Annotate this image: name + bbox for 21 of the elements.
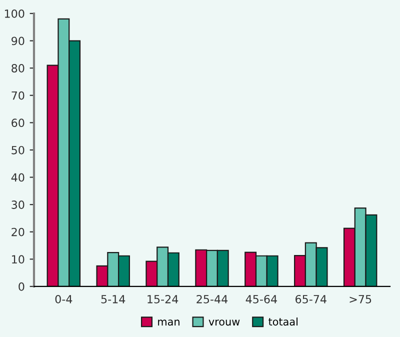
y-tick-label: 80: [12, 64, 24, 72]
y-tick-label: 60: [12, 118, 24, 128]
legend-label: vrouw: [208, 320, 240, 326]
legend-label: man: [158, 320, 180, 326]
y-tick-label: 50: [12, 146, 24, 154]
x-tick-label: 5-14: [101, 295, 126, 304]
y-tick-label: 30: [12, 200, 24, 209]
x-tick-label: 15-24: [148, 294, 178, 304]
x-tick-label: 0-4: [55, 294, 72, 304]
x-tick-label: 45-64: [246, 294, 277, 304]
legend-label: totaal: [268, 318, 298, 326]
x-tick-label: 25-44: [196, 294, 228, 304]
x-tick-label: 65-74: [296, 294, 326, 304]
y-tick-label: 10: [12, 255, 24, 264]
y-tick-label: 70: [12, 91, 24, 100]
y-tick-label: 20: [12, 228, 24, 236]
y-tick-label: 90: [12, 36, 24, 46]
y-tick-label: 100: [4, 9, 24, 18]
y-tick-label: 40: [11, 173, 24, 182]
y-tick-label: 0: [18, 282, 24, 291]
x-tick-label: >75: [350, 295, 372, 304]
